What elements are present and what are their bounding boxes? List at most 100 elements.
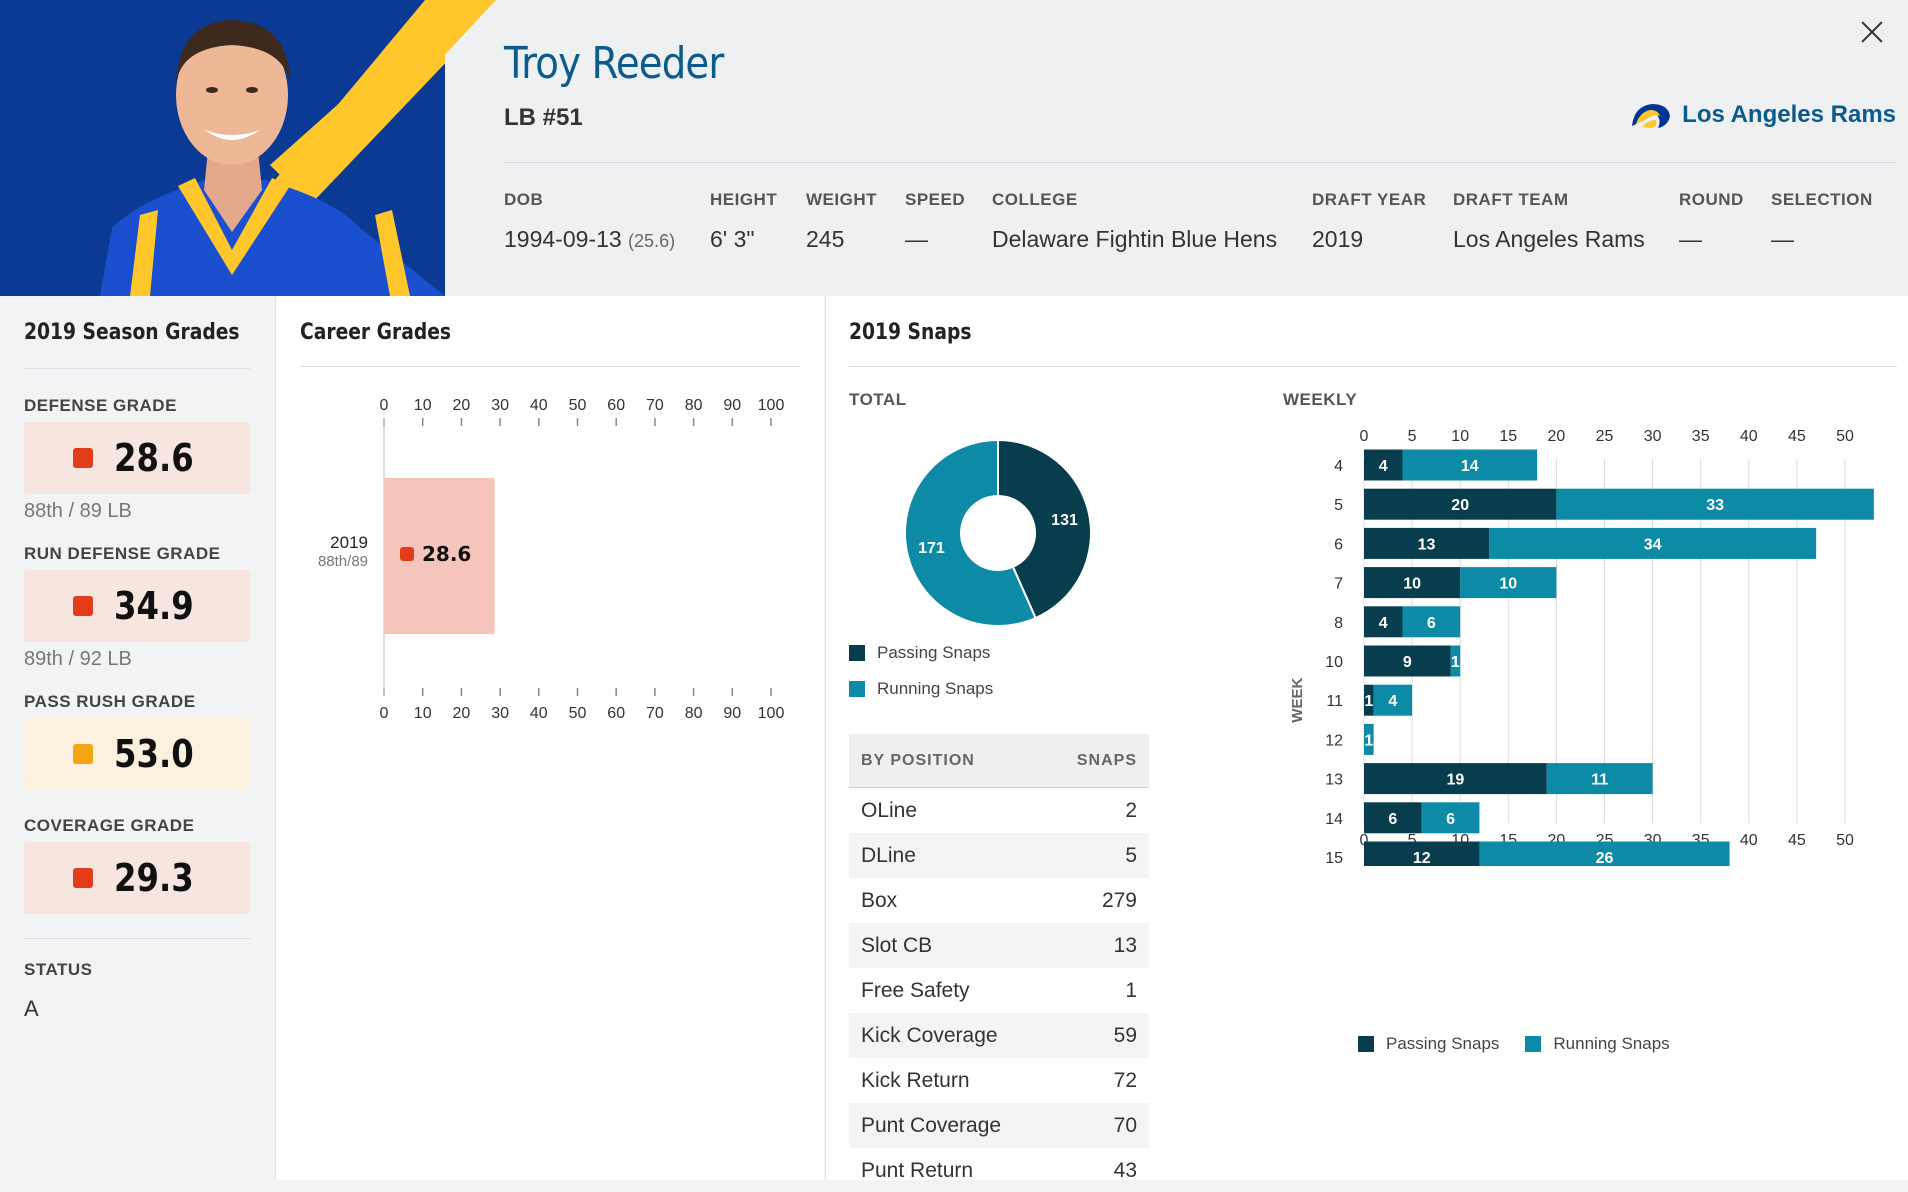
- team-name: Los Angeles Rams: [1682, 101, 1896, 128]
- header-divider: [504, 162, 1896, 163]
- donut-slice: [997, 438, 1092, 620]
- position-snaps: 279: [1101, 888, 1137, 912]
- table-row: DLine 5: [849, 833, 1149, 878]
- table-row: OLine 2: [849, 788, 1149, 833]
- running-bar: [1556, 488, 1874, 520]
- legend-passing: Passing Snaps: [849, 643, 990, 663]
- bio-label: SELECTION: [1771, 190, 1873, 209]
- defense-grade-box: 28.6: [24, 422, 250, 494]
- week-label: 5: [1334, 497, 1343, 514]
- table-row: Kick Coverage 59: [849, 1013, 1149, 1058]
- career-year: 2019: [330, 533, 368, 552]
- panel-divider: [24, 938, 250, 939]
- donut-slice-label: 131: [1051, 512, 1078, 529]
- bio-value: 1994-09-13: [504, 226, 622, 252]
- bio-label: HEIGHT: [710, 190, 778, 209]
- player-photo: [0, 0, 496, 296]
- passing-bar: [1364, 567, 1461, 599]
- career-tick-top: 90: [723, 397, 741, 414]
- total-snaps-donut: 131 171: [904, 438, 1092, 627]
- running-bar: [1460, 567, 1557, 599]
- bio-weight: WEIGHT 245: [806, 190, 877, 253]
- week-label: 15: [1325, 850, 1343, 866]
- close-icon[interactable]: [1858, 18, 1886, 46]
- table-row: Punt Return 43: [849, 1148, 1149, 1192]
- bio-draft-team: DRAFT TEAM Los Angeles Rams: [1453, 190, 1645, 253]
- career-tick-top: 70: [646, 397, 664, 414]
- career-tick-top: 0: [380, 397, 389, 414]
- running-bar-label: 6: [1427, 615, 1436, 632]
- player-name: Troy Reeder: [504, 38, 724, 89]
- header-position: BY POSITION: [861, 751, 975, 769]
- career-grade-indicator: [400, 547, 414, 561]
- week-label: 6: [1334, 536, 1343, 553]
- week-label: 7: [1334, 576, 1343, 593]
- grade-label: RUN DEFENSE GRADE: [24, 544, 221, 563]
- week-label: 11: [1326, 693, 1343, 710]
- weekly-tick-top: 25: [1596, 428, 1614, 445]
- bio-speed: SPEED —: [905, 190, 965, 253]
- coverage-grade-box: 29.3: [24, 842, 250, 914]
- running-bar-label: 26: [1596, 850, 1614, 866]
- weekly-tick-top: 35: [1692, 428, 1710, 445]
- passing-bar-label: 13: [1418, 536, 1436, 553]
- bio-dob: DOB 1994-09-13 (25.6): [504, 190, 675, 253]
- panel-title: 2019 Snaps: [849, 320, 972, 345]
- running-bar-label: 4: [1388, 693, 1397, 710]
- passing-bar-label: 4: [1379, 615, 1388, 632]
- career-tick-bottom: 20: [453, 705, 471, 722]
- running-bar: [1489, 527, 1817, 559]
- team-link[interactable]: Los Angeles Rams: [1628, 100, 1896, 130]
- passing-bar: [1364, 802, 1422, 834]
- panel-divider: [849, 366, 1897, 367]
- passing-bar: [1364, 449, 1403, 481]
- career-tick-bottom: 70: [646, 705, 664, 722]
- bio-value: —: [1771, 226, 1794, 252]
- career-tick-top: 20: [453, 397, 471, 414]
- pass-rush-grade-box: 53.0: [24, 718, 250, 790]
- passing-bar: [1364, 606, 1403, 638]
- running-bar: [1364, 723, 1374, 755]
- weekly-label: WEEKLY: [1283, 390, 1358, 409]
- donut-slice: [904, 438, 1037, 627]
- career-tick-bottom: 80: [685, 705, 703, 722]
- position-snaps: 1: [1125, 978, 1137, 1002]
- passing-bar-label: 9: [1403, 654, 1412, 671]
- table-row: Punt Coverage 70: [849, 1103, 1149, 1148]
- weekly-tick-top: 10: [1451, 428, 1469, 445]
- grade-value: 53.0: [114, 732, 194, 776]
- snaps-panel: 2019 Snaps TOTAL WEEKLY 131 171 Passing S…: [825, 296, 1908, 1182]
- week-label: 12: [1325, 732, 1343, 749]
- week-label: 13: [1325, 772, 1343, 789]
- week-label: 10: [1325, 654, 1343, 671]
- weekly-tick-top: 15: [1499, 428, 1517, 445]
- position-snaps: 59: [1113, 1023, 1137, 1047]
- bio-label: ROUND: [1679, 190, 1744, 209]
- player-header: Troy Reeder LB #51 Los Angeles Rams DOB …: [0, 0, 1908, 296]
- running-bar-label: 34: [1644, 536, 1662, 553]
- career-grades-panel: Career Grades 0 0 10 10 20 20 30 30 40 40 50 50 60 60…: [275, 296, 824, 1180]
- running-swatch: [1525, 1036, 1542, 1052]
- weekly-tick-bottom: 50: [1836, 832, 1854, 849]
- bio-label: DRAFT YEAR: [1312, 190, 1427, 209]
- player-position: LB #51: [504, 104, 583, 131]
- legend-label: Passing Snaps: [1386, 1034, 1500, 1053]
- career-rank: 88th/89: [318, 553, 368, 570]
- panel-divider: [24, 368, 250, 369]
- legend-label: Passing Snaps: [877, 643, 991, 662]
- grade-rank: 89th / 92 LB: [24, 648, 132, 670]
- grade-level-indicator: [73, 868, 94, 888]
- position-name: Slot CB: [861, 933, 933, 957]
- running-bar-label: 6: [1446, 811, 1455, 828]
- running-bar-label: 14: [1461, 458, 1479, 475]
- position-name: DLine: [861, 843, 916, 867]
- passing-bar-label: 12: [1413, 850, 1431, 866]
- running-bar-label: 1: [1451, 654, 1460, 671]
- table-row: Box 279: [849, 878, 1149, 923]
- position-snaps-table: BY POSITION SNAPS OLine 2 DLine 5 Box 279 S…: [849, 734, 1149, 1192]
- career-tick-bottom: 40: [530, 705, 548, 722]
- table-header: BY POSITION SNAPS: [849, 734, 1149, 788]
- grade-value: 34.9: [114, 584, 194, 628]
- bio-value: —: [1679, 226, 1702, 252]
- career-tick-bottom: 90: [723, 705, 741, 722]
